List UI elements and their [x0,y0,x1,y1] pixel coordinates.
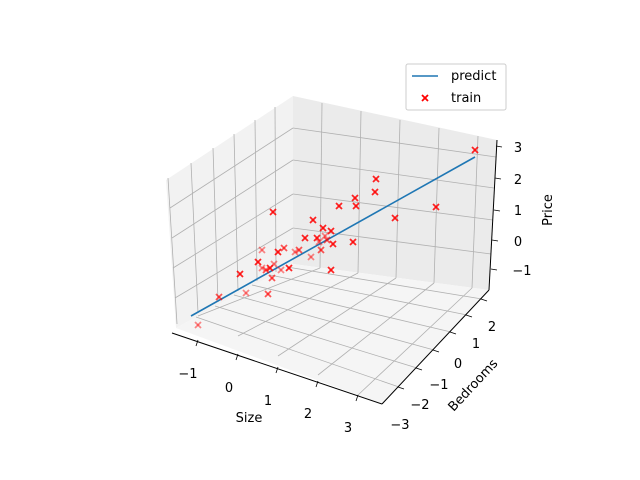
svg-text:−1: −1 [178,367,197,382]
train-point [295,246,303,254]
train-point [329,240,337,248]
svg-text:−2: −2 [410,398,429,413]
train-point [327,266,335,274]
train-point [307,253,315,261]
x-axis-label: Size [236,411,263,426]
svg-text:−1: −1 [429,378,448,393]
y-tick-labels: −3 −2 −1 0 1 2 [390,320,496,433]
svg-text:3: 3 [344,421,352,436]
train-point [242,289,250,297]
train-point [270,260,278,268]
train-point [313,234,321,242]
train-point [323,236,331,244]
train-point [352,202,360,210]
train-point [471,146,479,154]
train-point [268,274,276,282]
train-point [351,194,359,202]
predict-line [190,156,476,317]
svg-text:3: 3 [514,141,522,156]
train-point [258,246,266,254]
x-axis-line [171,332,383,405]
svg-text:1: 1 [264,394,272,409]
train-point [327,227,335,235]
back-panes [166,96,497,404]
axis-spines [171,139,498,405]
train-point [215,293,223,301]
train-point [266,264,274,272]
svg-text:1: 1 [514,204,522,219]
train-point [319,224,327,232]
train-point [291,248,299,256]
train-point [236,270,244,278]
x-tick-labels: −1 0 1 2 3 [178,367,352,436]
y-axis-line [381,289,490,405]
train-point [254,258,262,266]
train-point [264,290,272,298]
train-point [432,203,440,211]
train-point [315,238,323,246]
train-point [274,248,282,256]
train-point [262,266,270,274]
train-point [285,264,293,272]
legend-predict-label: predict [451,69,496,84]
svg-text:0: 0 [225,381,233,396]
train-point [280,244,288,252]
svg-text:0: 0 [514,235,522,250]
svg-text:2: 2 [514,173,522,188]
svg-text:2: 2 [488,320,496,335]
train-point [321,232,329,240]
svg-text:0: 0 [454,357,462,372]
z-tick-labels: −1 0 1 2 3 [512,141,531,279]
train-point [317,246,325,254]
train-point [335,202,343,210]
train-point [309,216,317,224]
train-scatter-points [194,146,479,329]
legend-train-label: train [451,91,481,106]
train-point [301,234,309,242]
train-point [372,175,380,183]
train-point [258,264,266,272]
train-point [269,208,277,216]
z-axis-line [488,139,498,291]
train-point [194,321,202,329]
svg-text:2: 2 [304,407,312,422]
train-point [391,214,399,222]
legend-train-x-icon [421,94,429,102]
svg-text:−1: −1 [512,264,531,279]
legend: predict train [405,63,507,111]
train-point [349,238,357,246]
tick-marks [195,145,503,402]
train-point [277,266,285,274]
svg-text:1: 1 [472,337,480,352]
train-point [371,188,379,196]
svg-text:−3: −3 [390,418,409,433]
z-axis-label: Price [541,194,556,226]
